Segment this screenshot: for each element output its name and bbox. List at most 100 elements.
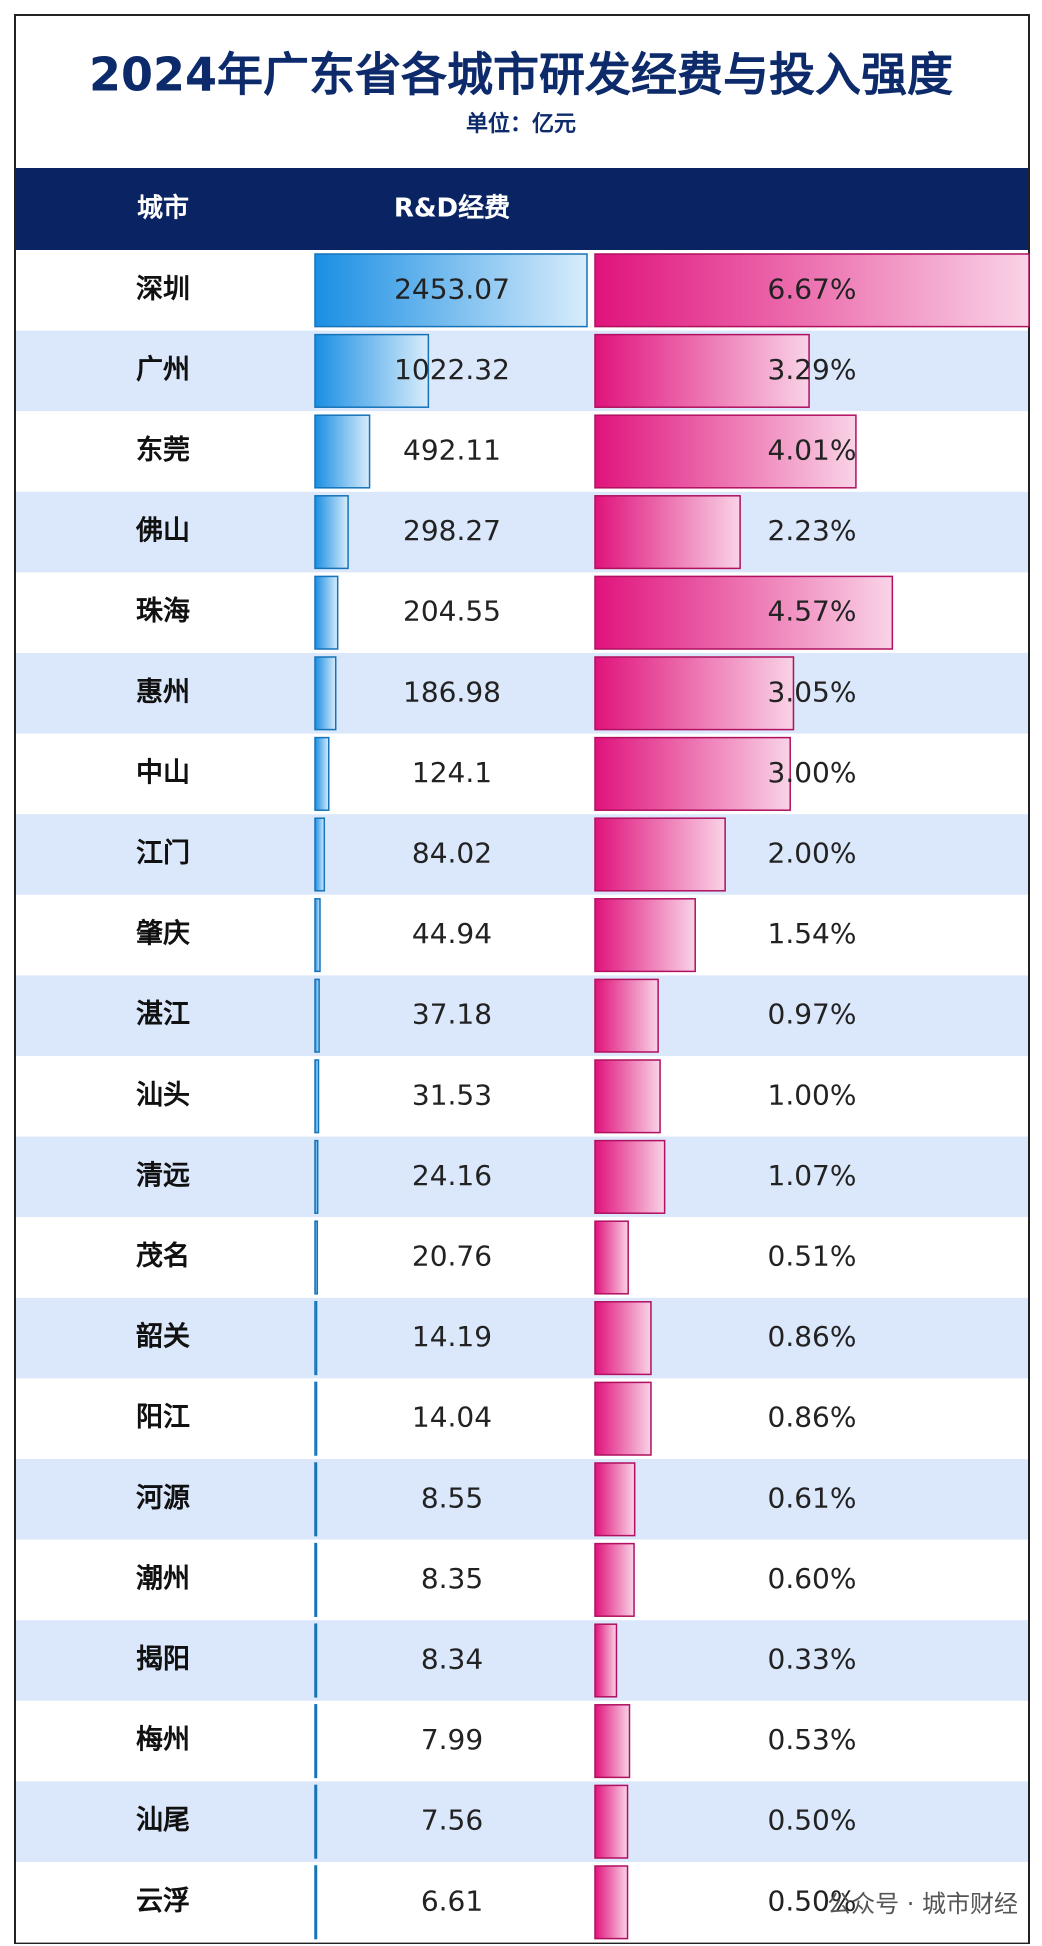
row-background [16,1862,1028,1943]
city: 汕头 [136,1080,190,1111]
intensity-bar [594,1623,618,1698]
row-background [16,1136,1028,1218]
rd-value: 84.02 [412,837,492,870]
city: 茂名 [136,1240,190,1272]
intensity-bar [594,1462,636,1537]
intensity-bar [594,1542,635,1617]
rd-bar [314,253,588,328]
row-background [16,814,1028,895]
intensity-value: 1.00% [768,1078,857,1111]
rd-bar [314,575,339,650]
intensity-value: 4.57% [768,595,857,628]
city: 肇庆 [136,918,190,950]
rd-bar [314,1220,319,1295]
row-background [16,1539,1028,1621]
rd-value: 24.16 [412,1159,492,1192]
city: 深圳 [136,274,190,305]
rd-value: 204.55 [403,595,501,628]
row-background [16,1459,1028,1540]
intensity-value: 0.86% [768,1401,857,1434]
rd-bar [314,736,330,811]
intensity-value: 0.97% [768,998,857,1031]
rd-value: 298.27 [403,514,501,547]
rd-bar [314,1623,318,1698]
city: 阳江 [136,1402,190,1433]
intensity-value: 1.07% [768,1159,857,1192]
city: 中山 [136,757,190,788]
city: 广州 [136,354,190,385]
rd-value: 31.53 [412,1078,492,1111]
rd-value: 124.1 [412,756,492,789]
rd-value: 8.55 [421,1481,483,1514]
intensity-value: 1.54% [768,917,857,950]
row-background [16,1378,1028,1459]
rd-value: 1022.32 [394,353,510,386]
city: 佛山 [135,516,190,547]
intensity-value: 2.23% [768,514,857,547]
intensity-bar [594,1139,666,1214]
row-background [16,411,1028,492]
intensity-bar [594,978,659,1053]
row-background [16,653,1028,734]
intensity-bar [594,736,791,811]
city: 珠海 [136,596,190,627]
intensity-value: 3.05% [768,675,857,708]
rd-value: 37.18 [412,998,492,1031]
city: 梅州 [136,1725,190,1756]
intensity-bar [594,333,810,408]
intensity-bar [594,817,726,892]
row-background [16,491,1028,573]
row-background [16,1056,1028,1137]
intensity-value: 4.01% [768,434,857,467]
intensity-value: 0.50% [768,1804,857,1837]
rd-value: 14.19 [412,1320,492,1353]
rd-value: 6.61 [421,1884,483,1917]
rd-value: 492.11 [403,434,501,467]
intensity-value: 0.51% [768,1240,857,1273]
intensity-bar [594,1784,629,1859]
row-background [16,330,1028,412]
rd-bar [314,1865,318,1940]
intensity-value: 6.67% [768,272,857,305]
row-background [16,1620,1028,1701]
intensity-value: 0.50% [768,1884,857,1917]
city: 潮州 [136,1563,190,1594]
rd-value: 2453.07 [394,272,510,305]
title: 2024年广东省各城市研发经费与投入强度 [89,48,953,102]
intensity-bar [594,1301,652,1376]
city: 揭阳 [136,1644,190,1675]
intensity-bar [594,1059,661,1134]
rd-bar [314,1059,320,1134]
rd-bar [314,656,337,731]
intensity-bar [594,495,741,570]
rd-bar [314,978,320,1053]
intensity-bar [594,1865,629,1940]
row-background [16,733,1028,815]
intensity-value: 0.60% [768,1562,857,1595]
row-background [16,1217,1028,1298]
rd-bar [314,1381,318,1456]
intensity-bar [594,1220,629,1295]
intensity-bar [594,1704,631,1779]
table-header [16,168,1028,250]
row-background [16,894,1028,976]
row-background [16,1700,1028,1782]
row-background [16,1297,1028,1379]
rd-value: 7.56 [421,1804,483,1837]
rd-bar [314,1542,318,1617]
intensity-bar [594,253,1030,328]
city: 汕尾 [136,1805,190,1836]
city: 湛江 [136,999,190,1030]
intensity-value: 0.86% [768,1320,857,1353]
intensity-value: 3.00% [768,756,857,789]
rd-bar [314,333,430,408]
intensity-value: 0.61% [768,1481,857,1514]
intensity-bar [594,414,857,489]
intensity-bar [594,656,795,731]
unit: 单位：亿元 [466,111,576,137]
rd-bar [314,1462,318,1537]
row-background [16,1781,1028,1862]
rd-value: 8.34 [421,1643,483,1676]
rd-value: 20.76 [412,1240,492,1273]
